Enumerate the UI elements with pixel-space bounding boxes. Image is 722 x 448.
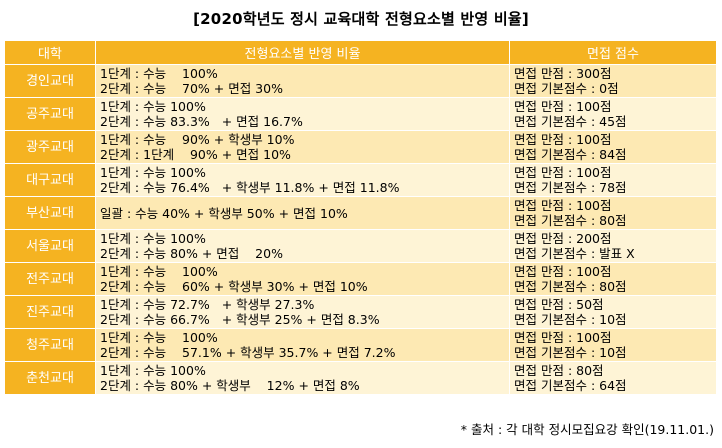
interview-cell: 면접 만점 : 100점 면접 기본점수 : 84점 [509, 130, 717, 164]
page-title: [2020학년도 정시 교육대학 전형요소별 반영 비율] [193, 10, 529, 28]
university-name: 광주교대 [4, 130, 96, 164]
ratio-line: 1단계 : 수능 100% [100, 66, 218, 81]
ratio-line: 2단계 : 수능 80% + 면접 20% [100, 246, 283, 261]
ratio-line: 1단계 : 수능 100% [100, 363, 206, 378]
interview-line: 면접 기본점수 : 80점 [514, 213, 627, 228]
interview-line: 면접 만점 : 100점 [514, 132, 612, 147]
interview-line: 면접 기본점수 : 64점 [514, 378, 627, 393]
interview-line: 면접 기본점수 : 10점 [514, 345, 627, 360]
table-header-row: 대학 전형요소별 반영 비율 면접 점수 [4, 40, 717, 65]
interview-line: 면접 만점 : 100점 [514, 330, 612, 345]
university-name: 청주교대 [4, 328, 96, 362]
university-name: 경인교대 [4, 64, 96, 98]
ratio-line: 1단계 : 수능 100% [100, 264, 218, 279]
ratio-cell: 일괄 : 수능 40% + 학생부 50% + 면접 10% [95, 196, 510, 230]
university-name: 부산교대 [4, 196, 96, 230]
table-row: 광주교대 1단계 : 수능 90% + 학생부 10% 2단계 : 1단계 90% … [4, 130, 717, 164]
ratio-line: 2단계 : 수능 70% + 면접 30% [100, 81, 283, 96]
interview-line: 면접 만점 : 80점 [514, 363, 604, 378]
ratio-cell: 1단계 : 수능 100% 2단계 : 수능 70% + 면접 30% [95, 64, 510, 98]
interview-cell: 면접 만점 : 80점 면접 기본점수 : 64점 [509, 361, 717, 395]
ratio-line: 2단계 : 수능 80% + 학생부 12% + 면접 8% [100, 378, 360, 393]
ratio-line: 2단계 : 수능 76.4% + 학생부 11.8% + 면접 11.8% [100, 180, 400, 195]
ratio-line: 2단계 : 수능 83.3% + 면접 16.7% [100, 114, 303, 129]
ratio-line: 2단계 : 수능 60% + 학생부 30% + 면접 10% [100, 279, 368, 294]
ratio-cell: 1단계 : 수능 100% 2단계 : 수능 60% + 학생부 30% + 면접… [95, 262, 510, 296]
ratio-table: 대학 전형요소별 반영 비율 면접 점수 경인교대 1단계 : 수능 100% 2단… [4, 40, 717, 395]
ratio-line: 일괄 : 수능 40% + 학생부 50% + 면접 10% [100, 205, 348, 221]
header-interview: 면접 점수 [509, 40, 717, 65]
ratio-cell: 1단계 : 수능 100% 2단계 : 수능 80% + 면접 20% [95, 229, 510, 263]
university-name: 대구교대 [4, 163, 96, 197]
ratio-cell: 1단계 : 수능 100% 2단계 : 수능 83.3% + 면접 16.7% [95, 97, 510, 131]
interview-line: 면접 만점 : 100점 [514, 264, 612, 279]
table-row: 공주교대 1단계 : 수능 100% 2단계 : 수능 83.3% + 면접 16.… [4, 97, 717, 131]
interview-line: 면접 만점 : 50점 [514, 297, 604, 312]
interview-line: 면접 기본점수 : 78점 [514, 180, 627, 195]
ratio-line: 1단계 : 수능 100% [100, 231, 206, 246]
ratio-line: 1단계 : 수능 72.7% + 학생부 27.3% [100, 297, 315, 312]
interview-line: 면접 만점 : 200점 [514, 231, 612, 246]
header-university: 대학 [4, 40, 96, 65]
ratio-line: 1단계 : 수능 90% + 학생부 10% [100, 132, 295, 147]
table-row: 경인교대 1단계 : 수능 100% 2단계 : 수능 70% + 면접 30% 면접… [4, 64, 717, 98]
table-row: 부산교대 일괄 : 수능 40% + 학생부 50% + 면접 10% 면접 만점 … [4, 196, 717, 230]
interview-cell: 면접 만점 : 200점 면접 기본점수 : 발표 X [509, 229, 717, 263]
ratio-cell: 1단계 : 수능 72.7% + 학생부 27.3% 2단계 : 수능 66.7%… [95, 295, 510, 329]
ratio-line: 1단계 : 수능 100% [100, 330, 218, 345]
table-row: 전주교대 1단계 : 수능 100% 2단계 : 수능 60% + 학생부 30% … [4, 262, 717, 296]
university-name: 춘천교대 [4, 361, 96, 395]
ratio-line: 2단계 : 수능 57.1% + 학생부 35.7% + 면접 7.2% [100, 345, 396, 360]
table-row: 서울교대 1단계 : 수능 100% 2단계 : 수능 80% + 면접 20% 면접… [4, 229, 717, 263]
university-name: 전주교대 [4, 262, 96, 296]
interview-cell: 면접 만점 : 100점 면접 기본점수 : 80점 [509, 196, 717, 230]
interview-cell: 면접 만점 : 100점 면접 기본점수 : 80점 [509, 262, 717, 296]
university-name: 공주교대 [4, 97, 96, 131]
interview-line: 면접 기본점수 : 84점 [514, 147, 627, 162]
ratio-line: 2단계 : 1단계 90% + 면접 10% [100, 147, 291, 162]
interview-line: 면접 만점 : 100점 [514, 99, 612, 114]
interview-line: 면접 기본점수 : 80점 [514, 279, 627, 294]
table-body: 경인교대 1단계 : 수능 100% 2단계 : 수능 70% + 면접 30% 면접… [4, 64, 717, 395]
interview-line: 면접 만점 : 300점 [514, 66, 612, 81]
ratio-cell: 1단계 : 수능 100% 2단계 : 수능 80% + 학생부 12% + 면접… [95, 361, 510, 395]
interview-cell: 면접 만점 : 100점 면접 기본점수 : 10점 [509, 328, 717, 362]
interview-line: 면접 만점 : 100점 [514, 165, 612, 180]
ratio-cell: 1단계 : 수능 100% 2단계 : 수능 76.4% + 학생부 11.8% … [95, 163, 510, 197]
interview-cell: 면접 만점 : 100점 면접 기본점수 : 45점 [509, 97, 717, 131]
header-ratio: 전형요소별 반영 비율 [95, 40, 510, 65]
interview-cell: 면접 만점 : 300점 면접 기본점수 : 0점 [509, 64, 717, 98]
table-row: 진주교대 1단계 : 수능 72.7% + 학생부 27.3% 2단계 : 수능 6… [4, 295, 717, 329]
ratio-line: 2단계 : 수능 66.7% + 학생부 25% + 면접 8.3% [100, 312, 380, 327]
interview-line: 면접 기본점수 : 발표 X [514, 246, 635, 261]
interview-line: 면접 기본점수 : 0점 [514, 81, 619, 96]
university-name: 서울교대 [4, 229, 96, 263]
interview-cell: 면접 만점 : 50점 면접 기본점수 : 10점 [509, 295, 717, 329]
table-row: 춘천교대 1단계 : 수능 100% 2단계 : 수능 80% + 학생부 12% … [4, 361, 717, 395]
ratio-cell: 1단계 : 수능 100% 2단계 : 수능 57.1% + 학생부 35.7% … [95, 328, 510, 362]
table-row: 대구교대 1단계 : 수능 100% 2단계 : 수능 76.4% + 학생부 11… [4, 163, 717, 197]
ratio-line: 1단계 : 수능 100% [100, 99, 206, 114]
interview-cell: 면접 만점 : 100점 면접 기본점수 : 78점 [509, 163, 717, 197]
interview-line: 면접 기본점수 : 45점 [514, 114, 627, 129]
university-name: 진주교대 [4, 295, 96, 329]
interview-line: 면접 기본점수 : 10점 [514, 312, 627, 327]
ratio-cell: 1단계 : 수능 90% + 학생부 10% 2단계 : 1단계 90% + 면접… [95, 130, 510, 164]
source-note: * 출처 : 각 대학 정시모집요강 확인(19.11.01.) [460, 422, 714, 437]
table-row: 청주교대 1단계 : 수능 100% 2단계 : 수능 57.1% + 학생부 35… [4, 328, 717, 362]
ratio-line: 1단계 : 수능 100% [100, 165, 206, 180]
interview-line: 면접 만점 : 100점 [514, 198, 612, 213]
